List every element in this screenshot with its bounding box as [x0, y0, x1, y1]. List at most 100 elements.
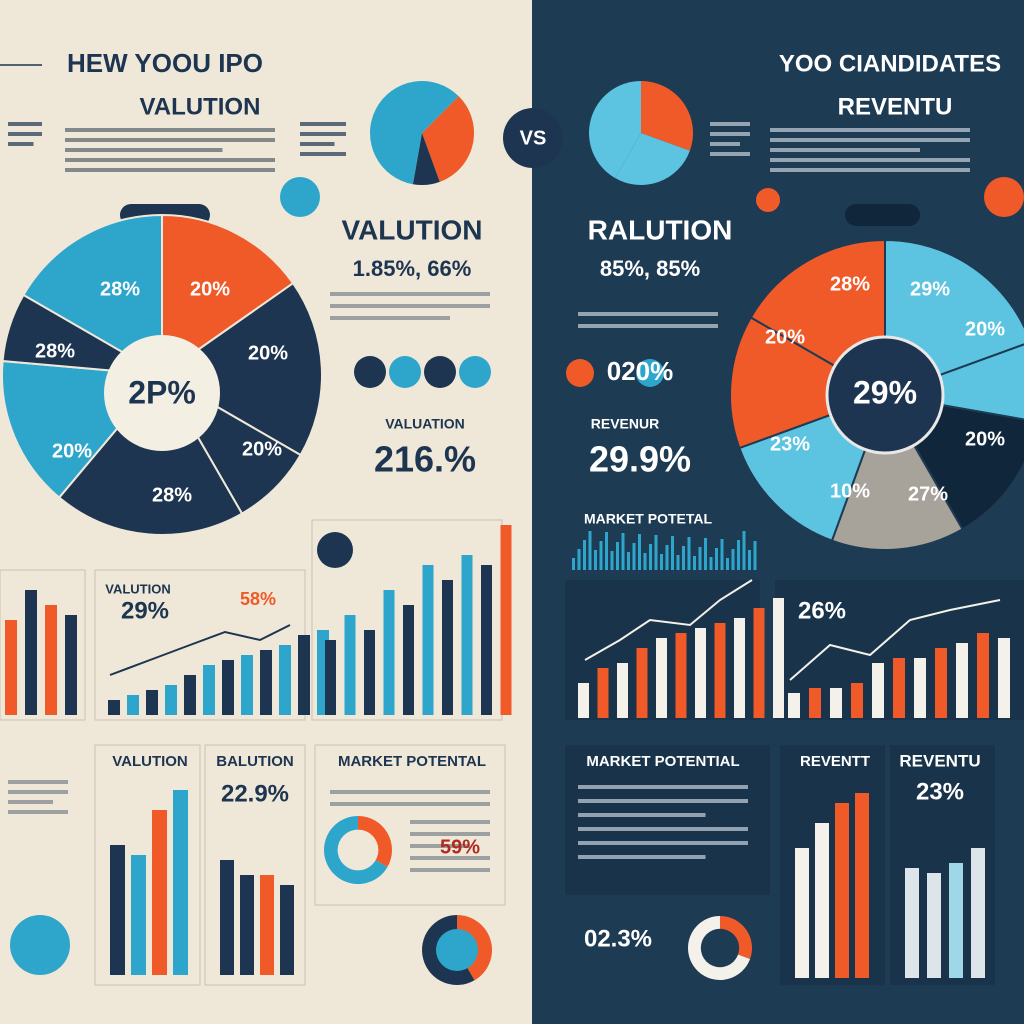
text-line — [710, 132, 750, 136]
panel-heading: REVENTT — [800, 753, 870, 770]
bar — [809, 688, 821, 718]
bar — [577, 549, 581, 570]
bar — [698, 547, 702, 570]
heading: RALUTION — [588, 214, 733, 245]
bar — [665, 545, 669, 570]
bar — [241, 655, 253, 715]
bar — [734, 618, 745, 718]
text-line — [578, 312, 718, 316]
pie-center-label: 29% — [853, 374, 917, 410]
bar — [621, 533, 625, 570]
pie-label: 23% — [770, 433, 810, 455]
badge — [10, 915, 70, 975]
text-line — [710, 152, 750, 156]
bar — [714, 623, 726, 718]
text-line — [770, 138, 970, 142]
bar — [737, 540, 740, 570]
bar — [753, 541, 757, 570]
text-line — [330, 316, 450, 320]
bar — [675, 633, 687, 718]
bar — [383, 590, 395, 715]
dot — [424, 356, 456, 388]
text-line — [578, 855, 706, 859]
value: 85%, 85% — [600, 256, 700, 281]
bar — [583, 540, 586, 570]
text-line — [65, 138, 275, 142]
text-line — [710, 142, 740, 146]
bar — [588, 531, 592, 570]
donut-hole — [342, 930, 382, 970]
bar — [220, 860, 234, 975]
vs-label: VS — [520, 127, 547, 149]
bar — [956, 643, 968, 718]
donut-hole — [700, 928, 740, 968]
bar — [872, 663, 884, 718]
pie-slice — [160, 281, 323, 457]
right-title: YOO CIANDIDATES — [779, 50, 1001, 77]
pie-center — [825, 335, 945, 455]
bar — [788, 693, 800, 718]
bar — [131, 855, 146, 975]
text-line — [410, 832, 490, 836]
dot — [636, 359, 664, 387]
bar — [748, 550, 751, 570]
panel — [0, 569, 86, 721]
trend-line — [109, 624, 291, 676]
pie-slice — [641, 81, 694, 151]
bar — [935, 648, 947, 718]
pie-slice — [161, 213, 295, 377]
bar — [578, 683, 589, 718]
text-line — [65, 128, 275, 132]
circle-value: 020% — [607, 356, 674, 386]
bar — [654, 535, 658, 570]
bar — [753, 608, 765, 718]
bar — [203, 665, 215, 715]
text-line — [330, 790, 490, 794]
panel-heading: BALUTION — [216, 753, 294, 770]
label: REVENUR — [591, 416, 659, 432]
panel — [204, 744, 306, 986]
bar — [605, 532, 608, 570]
bar — [830, 688, 842, 718]
panel-heading: MARKET POTENTIAL — [586, 753, 739, 770]
bar — [280, 885, 294, 975]
bar — [422, 565, 434, 715]
pie-label: 20% — [765, 326, 805, 348]
pie-label: 28% — [830, 273, 870, 295]
text-line — [770, 148, 920, 152]
text-line — [300, 152, 346, 156]
text-line — [8, 142, 34, 146]
text-line — [578, 813, 706, 817]
pie-slice — [589, 81, 641, 179]
bar — [682, 546, 685, 570]
text-line — [8, 800, 53, 804]
bar — [260, 650, 272, 715]
pie-slice — [422, 96, 474, 182]
bar — [638, 534, 641, 570]
text-line — [578, 785, 748, 789]
text-line — [710, 122, 750, 126]
chart-value: 29% — [121, 597, 169, 624]
bar — [855, 793, 869, 978]
chart-heading: VALUTION — [105, 581, 170, 596]
bar — [835, 803, 849, 978]
bar — [715, 548, 718, 570]
bar — [610, 551, 614, 570]
bar — [660, 554, 663, 570]
bottom-value: 02.3% — [584, 925, 652, 952]
bar — [649, 544, 652, 570]
pie-center-label: 2P% — [128, 374, 196, 410]
bar — [260, 875, 274, 975]
bar — [693, 556, 696, 570]
text-line — [770, 128, 970, 132]
pie-label: 20% — [242, 438, 282, 460]
bar — [616, 542, 619, 570]
panel — [94, 744, 201, 986]
text-line — [65, 148, 223, 152]
bar — [773, 598, 784, 718]
bar — [617, 663, 628, 718]
bar — [726, 558, 729, 570]
text-line — [8, 810, 68, 814]
trend-line — [584, 579, 753, 661]
pie-label: 28% — [100, 278, 140, 300]
